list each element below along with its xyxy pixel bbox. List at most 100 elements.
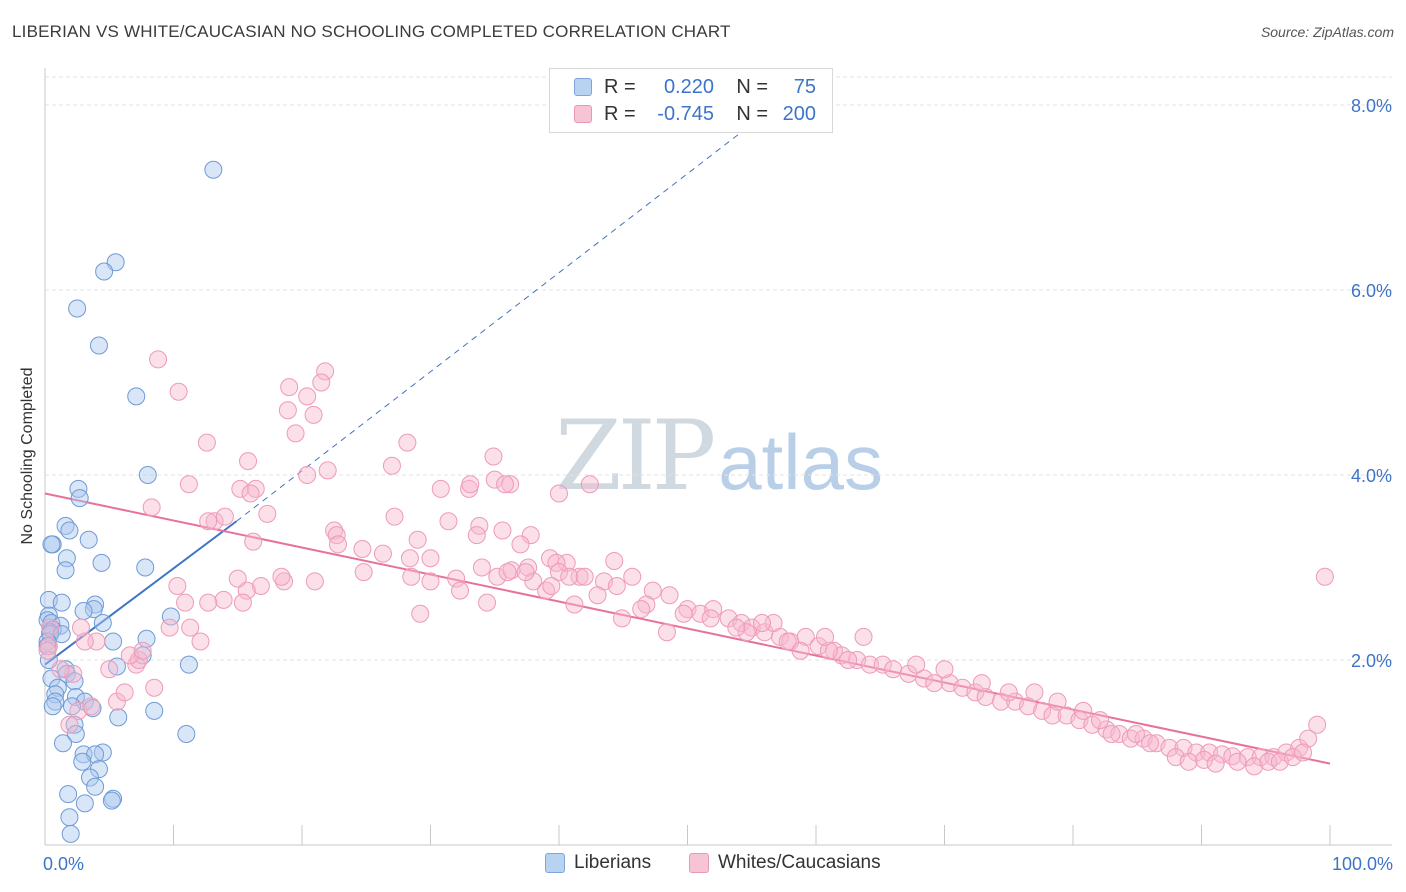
data-point — [1187, 743, 1206, 762]
trend-line — [44, 492, 1331, 765]
data-point — [237, 581, 256, 600]
legend-label-whites: Whites/Caucasians — [718, 852, 881, 873]
data-point — [61, 824, 80, 843]
y-tick-label: 2.0% — [1351, 651, 1392, 671]
data-point — [1245, 757, 1264, 776]
data-point — [542, 577, 561, 595]
data-point — [142, 498, 161, 517]
data-point — [179, 475, 198, 494]
data-point — [60, 808, 79, 827]
data-point — [1074, 701, 1093, 720]
data-point — [353, 540, 372, 558]
data-point — [70, 489, 89, 508]
data-point — [1179, 752, 1198, 771]
data-point — [972, 674, 991, 693]
data-point — [511, 535, 530, 554]
legend-label-liberians: Liberians — [574, 852, 652, 873]
data-point — [280, 378, 299, 397]
data-point — [400, 549, 419, 568]
legend-n-label: N = — [736, 102, 768, 125]
legend-r-value: 0.220 — [663, 75, 714, 98]
data-point — [541, 549, 560, 568]
correlation-legend: R = 0.220 N = 75 R = -0.745 N = 200 — [549, 68, 833, 133]
data-point — [43, 620, 62, 639]
data-point — [411, 604, 430, 623]
data-point — [588, 586, 607, 605]
data-point — [104, 632, 123, 651]
data-point — [860, 655, 879, 674]
data-point — [402, 567, 421, 586]
data-point — [205, 512, 224, 531]
data-point — [71, 618, 90, 637]
data-point — [498, 563, 517, 582]
data-point — [778, 632, 797, 651]
data-point — [286, 424, 305, 443]
data-point — [791, 641, 810, 660]
data-point — [501, 475, 520, 494]
data-point — [43, 697, 62, 716]
data-point — [524, 572, 543, 591]
data-point — [565, 595, 584, 614]
watermark-zip: ZIP — [555, 400, 716, 512]
trend-lines — [44, 113, 1331, 765]
axes — [44, 68, 1392, 846]
data-point — [228, 569, 247, 588]
data-point — [382, 456, 401, 475]
data-point — [46, 692, 65, 711]
chart-title: LIBERIAN VS WHITE/CAUCASIAN NO SCHOOLING… — [12, 22, 731, 41]
data-point — [1090, 711, 1109, 730]
watermark-atlas: atlas — [718, 418, 883, 506]
data-point — [1283, 748, 1302, 767]
data-point — [796, 627, 815, 646]
legend-swatch-blue — [574, 78, 592, 96]
data-point — [129, 651, 148, 669]
data-point — [42, 535, 61, 554]
data-point — [241, 484, 260, 503]
data-point — [373, 544, 392, 563]
data-point — [51, 660, 70, 679]
data-point — [521, 526, 540, 545]
legend-r-label: R = — [604, 75, 636, 98]
data-point — [107, 692, 126, 711]
data-point — [275, 572, 294, 591]
data-point — [1043, 706, 1062, 725]
data-point — [258, 504, 277, 523]
data-point — [727, 618, 746, 637]
data-point — [102, 791, 121, 810]
data-point — [251, 577, 270, 595]
data-point — [327, 526, 346, 545]
data-points — [38, 160, 1334, 843]
data-point — [605, 552, 624, 571]
data-point — [660, 586, 679, 605]
legend-n-value: 75 — [793, 75, 816, 98]
data-point — [298, 387, 317, 406]
data-point — [231, 479, 250, 498]
data-point — [354, 563, 373, 582]
data-point — [93, 614, 112, 632]
data-point — [478, 593, 497, 612]
data-point — [93, 743, 112, 762]
data-point — [1223, 747, 1242, 766]
data-point — [197, 433, 216, 452]
data-point — [421, 549, 440, 568]
data-point — [421, 572, 440, 591]
data-point — [214, 590, 233, 609]
data-point — [74, 601, 93, 620]
data-point — [145, 678, 164, 697]
data-point — [92, 553, 111, 572]
data-point — [461, 475, 480, 494]
data-point — [447, 569, 466, 588]
data-point — [68, 299, 87, 318]
data-point — [580, 475, 599, 494]
data-point — [632, 600, 651, 619]
grid-lines — [45, 76, 1392, 661]
data-point — [854, 627, 873, 646]
x-tick-label: 100.0% — [1332, 854, 1393, 874]
data-point — [431, 479, 450, 498]
data-point — [674, 604, 693, 623]
legend-item-liberians: Liberians — [545, 852, 651, 874]
data-point — [1025, 683, 1044, 702]
data-point — [305, 572, 324, 591]
data-point — [66, 688, 85, 706]
